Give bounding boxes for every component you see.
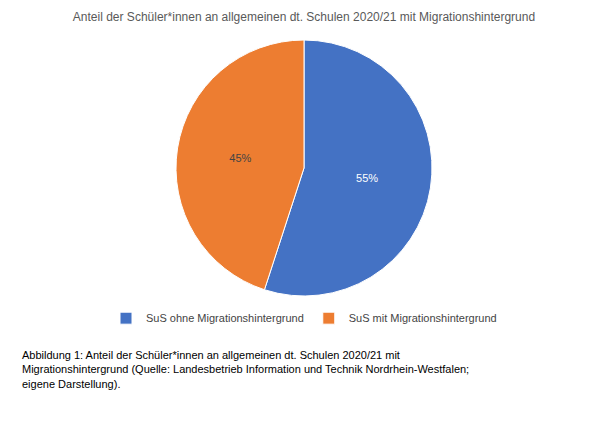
svg-text:SuS ohne Migrationshintergrund: SuS ohne Migrationshintergrund <box>146 312 304 324</box>
svg-text:SuS mit Migrationshintergrund: SuS mit Migrationshintergrund <box>349 312 497 324</box>
svg-text:55%: 55% <box>356 172 378 184</box>
svg-text:45%: 45% <box>229 152 251 164</box>
svg-text:Abbildung 1: Anteil der Schüle: Abbildung 1: Anteil der Schüler*innen an… <box>22 349 469 390</box>
svg-text:Anteil der Schüler*innen an al: Anteil der Schüler*innen an allgemeinen … <box>73 10 535 24</box>
